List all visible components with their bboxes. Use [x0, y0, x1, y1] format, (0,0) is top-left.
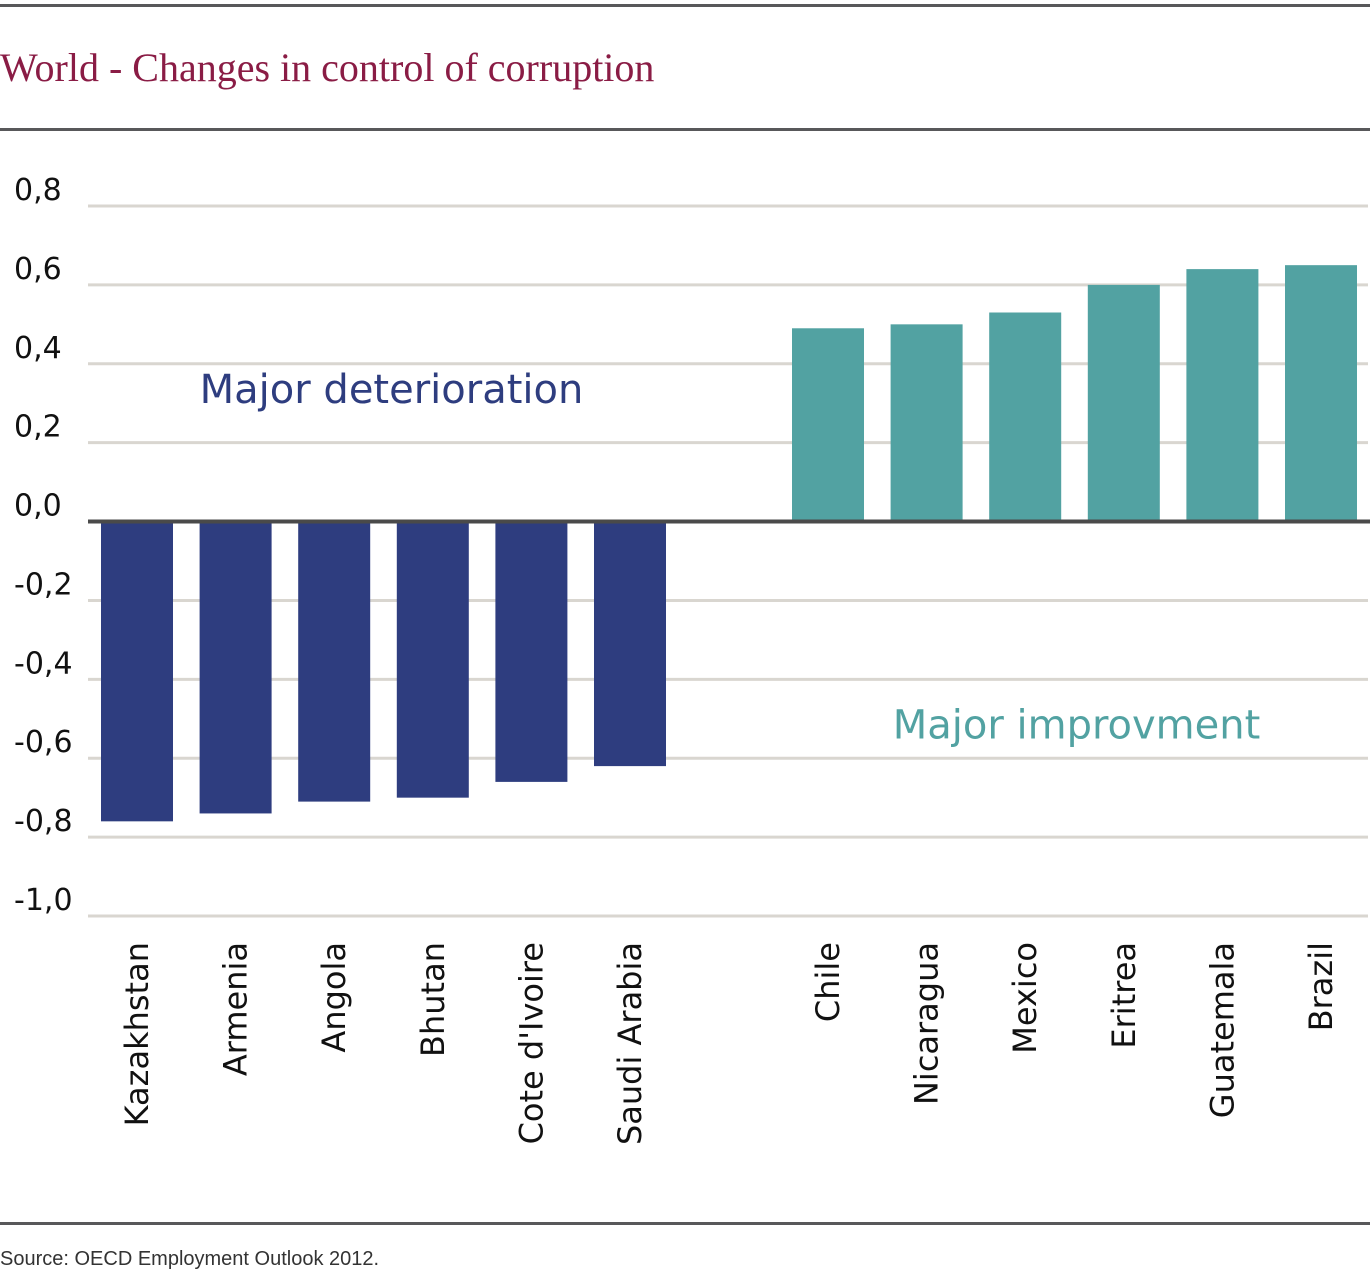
gridlines: [88, 204, 1368, 918]
bar: [495, 521, 568, 782]
bar: [1186, 269, 1259, 522]
bar: [594, 521, 666, 767]
category-label: Brazil: [1302, 942, 1340, 1031]
chart-title: World - Changes in control of corruption: [0, 45, 655, 90]
category-label: Kazakhstan: [118, 942, 156, 1126]
bar: [792, 328, 864, 522]
bars: [101, 265, 1357, 822]
title-rule: [0, 128, 1370, 131]
y-tick-label: 0,0: [14, 489, 62, 524]
y-tick-label: 0,4: [14, 331, 62, 366]
category-label: Saudi Arabia: [611, 942, 649, 1145]
bar: [1087, 284, 1160, 522]
annotations: Major deterioration Major improvment: [200, 367, 1261, 748]
bar: [890, 324, 963, 522]
y-axis-tick-labels: 0,8 0,6 0,4 0,2 0,0 -0,2 -0,4 -0,6 -0,8 -1,0: [14, 173, 73, 918]
y-tick-label: -0,8: [14, 804, 73, 839]
y-tick-label: -0,4: [14, 646, 73, 681]
bar: [989, 312, 1062, 522]
bottom-rule: [0, 1222, 1370, 1225]
category-label: Nicaragua: [908, 942, 946, 1105]
category-label: Chile: [809, 942, 847, 1022]
bar: [396, 521, 469, 798]
y-tick-label: -1,0: [14, 883, 73, 918]
category-label: Eritrea: [1105, 942, 1143, 1049]
bar: [1285, 265, 1357, 522]
y-tick-label: 0,8: [14, 173, 62, 208]
source-note: Source: OECD Employment Outlook 2012.: [0, 1248, 380, 1270]
y-tick-label: -0,2: [14, 567, 73, 602]
bar: [101, 521, 173, 822]
bar: [298, 521, 371, 802]
annotation-label: Major deterioration: [200, 367, 584, 413]
bar: [199, 521, 272, 814]
category-label: Cote d'Ivoire: [512, 942, 550, 1144]
y-tick-label: 0,6: [14, 252, 62, 287]
category-label: Angola: [315, 942, 353, 1053]
bar-chart: 0,8 0,6 0,4 0,2 0,0 -0,2 -0,4 -0,6 -0,8 -1,0 Kaza…: [14, 173, 1370, 1145]
category-label: Mexico: [1006, 942, 1044, 1054]
category-label: Bhutan: [414, 942, 452, 1057]
annotation-label: Major improvment: [893, 703, 1261, 749]
category-labels: Kazakhstan Armenia Angola Bhutan Cote d'Ivoi…: [118, 942, 1340, 1145]
category-label: Armenia: [217, 942, 255, 1076]
top-rule: [0, 4, 1370, 7]
y-tick-label: -0,6: [14, 725, 73, 760]
category-label: Guatemala: [1203, 942, 1241, 1118]
y-tick-label: 0,2: [14, 410, 62, 445]
